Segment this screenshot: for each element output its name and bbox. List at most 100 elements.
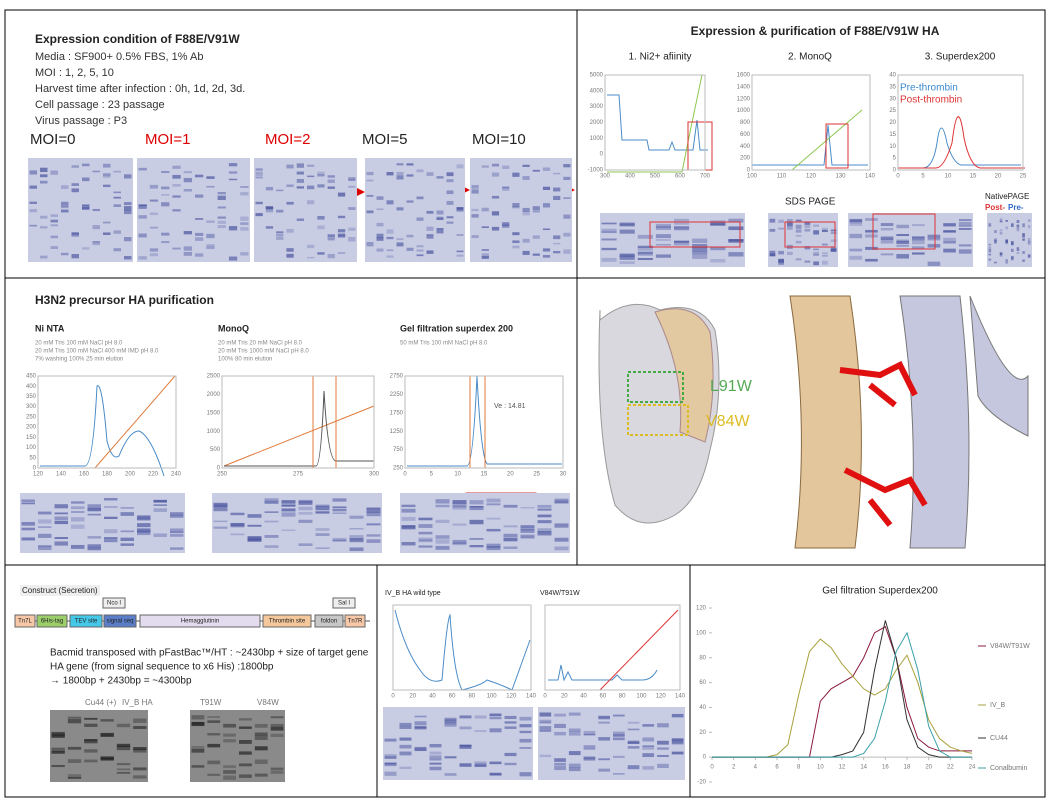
y-tick-label: 40 xyxy=(889,73,896,79)
gel-band xyxy=(327,175,335,178)
gel-band xyxy=(327,234,335,238)
gel-band xyxy=(554,498,569,503)
x-tick-label: 10 xyxy=(454,472,461,478)
gel-band xyxy=(583,745,596,750)
gel-band xyxy=(554,523,569,527)
gel-band xyxy=(276,234,284,236)
gel-band xyxy=(54,541,68,546)
gel-band xyxy=(627,742,640,745)
gel-band xyxy=(813,251,819,256)
gel-band xyxy=(613,755,625,758)
gel-band xyxy=(822,260,828,265)
y-tick-label: 600 xyxy=(740,132,751,138)
title: Construct (Secretion) xyxy=(22,586,98,595)
gel-band xyxy=(71,183,79,186)
protein xyxy=(654,308,714,443)
gel-band xyxy=(943,230,956,233)
gel-band xyxy=(254,759,268,764)
gel-band xyxy=(563,197,571,200)
trace xyxy=(607,94,708,151)
gel-band xyxy=(51,733,65,736)
gel-band xyxy=(50,170,58,175)
y-tick-label: 20 xyxy=(889,120,896,126)
gel-band xyxy=(539,754,552,758)
gel-band xyxy=(601,257,617,262)
gel-band xyxy=(627,728,640,731)
gel-band xyxy=(399,744,412,749)
legend-label: V84W/T91W xyxy=(990,643,1030,650)
gel-band xyxy=(481,253,489,257)
gel-band xyxy=(474,764,487,768)
y-tick-label: 5 xyxy=(893,156,897,162)
gel-band xyxy=(655,223,671,229)
gel-band xyxy=(456,254,464,257)
gel-band xyxy=(849,218,863,224)
title-box xyxy=(20,585,100,596)
y-tick-label: -1000 xyxy=(588,168,604,174)
gel-band xyxy=(149,253,159,257)
gel-band xyxy=(124,206,132,211)
gel-band xyxy=(54,504,68,509)
gel-band xyxy=(414,715,427,718)
gel-band xyxy=(519,738,532,743)
gel-band xyxy=(40,255,48,259)
gel-band xyxy=(994,241,997,244)
gel-band xyxy=(619,261,635,265)
gel-band xyxy=(537,508,552,511)
gel-band xyxy=(804,260,811,263)
gel-band xyxy=(386,236,394,240)
gel-band xyxy=(40,180,48,184)
gel-band xyxy=(988,253,992,256)
gel-band xyxy=(943,248,956,253)
y-tick-label: 2500 xyxy=(207,374,221,380)
gel-band xyxy=(491,195,500,199)
x-tick-label: 110 xyxy=(777,174,787,180)
gel-band xyxy=(474,765,487,767)
gel-band xyxy=(532,253,540,256)
gel-band xyxy=(522,250,530,255)
gel-band xyxy=(206,185,215,188)
title: Expression condition of F88E/V91W xyxy=(35,32,240,46)
gel-band xyxy=(512,240,520,244)
gel-band xyxy=(865,258,878,262)
gel-band xyxy=(598,737,610,741)
gel-band xyxy=(67,746,82,750)
gel-band xyxy=(240,222,249,225)
gel-band xyxy=(54,512,68,515)
gel-band xyxy=(191,749,205,753)
gel-band xyxy=(366,523,381,526)
gel-band xyxy=(315,511,330,514)
construct-element xyxy=(139,614,261,628)
gel-band xyxy=(927,243,941,248)
gel-band xyxy=(270,733,284,737)
gel-band xyxy=(435,535,450,539)
gel-band xyxy=(366,507,381,510)
gel-band xyxy=(103,173,111,177)
gel-band xyxy=(191,715,205,720)
y-tick-label: 1200 xyxy=(737,96,751,102)
gel-band xyxy=(265,209,274,213)
gel-band xyxy=(296,171,304,175)
plot-frame xyxy=(751,74,871,171)
gel-band xyxy=(912,236,925,241)
x-tick-label: 275 xyxy=(293,472,304,478)
gel-band xyxy=(100,756,114,760)
gel-band xyxy=(124,237,132,242)
x-tick-label: 6 xyxy=(775,765,779,771)
gel-band xyxy=(456,250,464,253)
gel-band xyxy=(958,219,972,222)
gel-band xyxy=(21,502,35,505)
y-tick-label: 5000 xyxy=(590,73,604,79)
gel-band xyxy=(657,740,669,745)
gel-band xyxy=(399,751,412,756)
x-tick-label: 18 xyxy=(904,765,911,771)
gel-band xyxy=(619,222,635,226)
condition: 20 mM Tris 1000 mM NaCl pH 8.0 xyxy=(218,349,309,355)
gel-band xyxy=(239,774,252,778)
gel-band xyxy=(469,519,484,525)
gel-band xyxy=(406,163,414,166)
gel-band xyxy=(153,499,167,503)
x-tick-label: 60 xyxy=(449,694,456,700)
gel-band xyxy=(637,247,653,251)
gel-band xyxy=(619,255,635,260)
